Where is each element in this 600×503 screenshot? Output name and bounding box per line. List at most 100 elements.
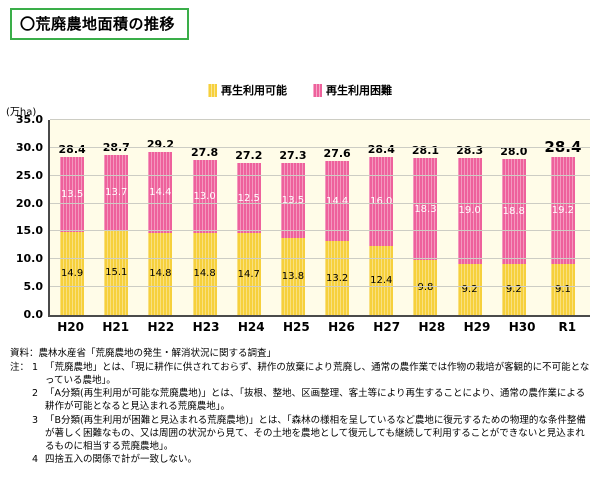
total-label: 27.3 <box>279 148 307 162</box>
segment-reusable: 9.1 <box>550 264 575 315</box>
note-number: 4 <box>32 453 39 465</box>
stacked-bar: 18.8 9.2 <box>501 159 526 315</box>
page-title: 〇荒廃農地面積の推移 <box>10 8 190 40</box>
segment-difficult: 13.5 <box>60 156 85 232</box>
note-row: 3 「B分類(再生利用が困難と見込まれる荒廃農地)」とは、「森林の様相を呈してい… <box>10 414 592 453</box>
note-text: 「B分類(再生利用が困難と見込まれる荒廃農地)」とは、「森林の様相を呈しているな… <box>45 414 586 452</box>
x-axis-label-H20: H20 <box>57 320 84 334</box>
y-axis: 35.0 30.0 25.0 20.0 15.0 10.0 5.0 0.0 <box>10 113 48 321</box>
stacked-bar: 14.4 14.8 <box>148 152 173 315</box>
legend: 再生利用可能 再生利用困難 <box>0 82 600 98</box>
gridline <box>50 230 590 232</box>
note-row: 4 四捨五入の関係で計が一致しない。 <box>10 453 592 466</box>
y-axis-tick: 15.0 <box>15 224 43 238</box>
total-label: 27.2 <box>235 149 263 163</box>
segment-difficult: 13.7 <box>104 154 129 231</box>
total-label: 28.4 <box>367 142 395 156</box>
stacked-bar: 18.3 9.8 <box>413 158 438 315</box>
stacked-bar: 19.0 9.2 <box>457 157 482 315</box>
x-axis-label-H21: H21 <box>102 320 130 334</box>
stacked-bar: 14.4 13.2 <box>325 161 350 315</box>
stacked-bar: 19.2 9.1 <box>550 157 575 315</box>
segment-reusable: 14.8 <box>148 232 173 315</box>
bar-column-H30: 28.0 18.8 9.2 <box>500 120 527 315</box>
x-axis-label-H24: H24 <box>237 320 265 334</box>
segment-reusable: 13.8 <box>280 238 305 315</box>
segment-reusable: 9.2 <box>457 263 482 315</box>
x-axis: H20 H21 H22 H23 H24 H25 H26 H27 H28 H29 H30 R1 <box>48 320 590 334</box>
legend-swatch-reusable-icon <box>208 83 217 97</box>
total-label: 28.3 <box>456 143 484 157</box>
y-axis-unit-label: (万ha) <box>6 107 37 118</box>
gridline <box>50 146 590 148</box>
segment-difficult: 14.4 <box>325 161 350 242</box>
legend-label-difficult: 再生利用困難 <box>326 84 392 97</box>
total-label: 29.2 <box>146 138 174 152</box>
segment-reusable: 13.2 <box>325 241 350 315</box>
y-axis-tick: 35.0 <box>15 113 43 126</box>
legend-item-difficult: 再生利用困難 <box>313 82 392 98</box>
stacked-bar: 13.7 15.1 <box>104 154 129 315</box>
segment-reusable: 14.9 <box>60 232 85 315</box>
y-axis-tick: 25.0 <box>15 168 43 182</box>
note-text: 「荒廃農地」とは、「現に耕作に供されておらず、耕作の放棄により荒廃し、通常の農作… <box>45 362 590 387</box>
x-axis-label-H29: H29 <box>463 320 491 334</box>
segment-reusable: 9.8 <box>413 260 438 315</box>
x-axis-label-H22: H22 <box>147 320 175 334</box>
segment-difficult: 13.0 <box>192 160 217 233</box>
y-axis-tick: 20.0 <box>15 196 43 210</box>
stacked-bar: 16.0 12.4 <box>369 156 394 315</box>
bar-column-H28: 28.1 18.3 9.8 <box>412 120 439 315</box>
stacked-bar: 13.0 14.8 <box>192 160 217 315</box>
x-axis-label-H23: H23 <box>192 320 220 334</box>
y-axis-tick: 30.0 <box>15 140 43 154</box>
segment-reusable: 9.2 <box>501 263 526 315</box>
note-row: 注： 1 「荒廃農地」とは、「現に耕作に供されておらず、耕作の放棄により荒廃し、… <box>10 361 592 387</box>
source-line: 資料：農林水産省「荒廃農地の発生・解消状況に関する調査」 <box>10 348 277 359</box>
stacked-bar: 13.5 14.9 <box>60 156 85 315</box>
gridline <box>50 286 590 288</box>
note-number: 2 <box>32 388 39 400</box>
gridline <box>50 119 590 120</box>
gridline <box>50 174 590 176</box>
segment-reusable: 12.4 <box>369 245 394 315</box>
legend-item-reusable: 再生利用可能 <box>208 82 287 98</box>
total-label: 27.8 <box>191 146 219 160</box>
note-row: 2 「A分類(再生利用が可能な荒廃農地)」とは、「抜根、整地、区画整理、客土等に… <box>10 387 592 413</box>
total-label: 27.6 <box>323 147 351 161</box>
note-text: 「A分類(再生利用が可能な荒廃農地)」とは、「抜根、整地、区画整理、客土等により… <box>45 388 586 413</box>
bar-chart: 35.0 30.0 25.0 20.0 15.0 10.0 5.0 0.0 28.4 13.5 1… <box>10 113 590 334</box>
notes-prefix: 注： <box>10 362 30 374</box>
segment-reusable: 14.8 <box>192 232 217 315</box>
segment-reusable: 14.7 <box>236 233 261 315</box>
segment-difficult: 18.8 <box>501 159 526 264</box>
x-axis-label-H30: H30 <box>508 320 536 334</box>
note-number: 1 <box>32 362 39 374</box>
x-axis-label-H28: H28 <box>418 320 446 334</box>
x-axis-label-H27: H27 <box>373 320 401 334</box>
legend-swatch-difficult-icon <box>313 83 322 97</box>
segment-difficult: 14.4 <box>148 152 173 233</box>
x-axis-label-R1: R1 <box>558 320 577 334</box>
bar-column-H20: 28.4 13.5 14.9 <box>59 120 86 315</box>
y-axis-tick: 5.0 <box>23 280 44 294</box>
segment-difficult: 16.0 <box>369 156 394 246</box>
gridline <box>50 202 590 204</box>
segment-reusable: 15.1 <box>104 230 129 315</box>
note-number: 3 <box>32 414 39 426</box>
total-label: 28.4 <box>58 142 86 156</box>
bar-column-H29: 28.3 19.0 9.2 <box>456 120 483 315</box>
total-label: 28.0 <box>500 145 528 159</box>
bar-column-H21: 28.7 13.7 15.1 <box>103 120 130 315</box>
plot-area: 28.4 13.5 14.9 28.7 13.7 15.1 29.2 14.4 14.8 27.8… <box>48 119 590 317</box>
x-axis-label-H26: H26 <box>328 320 355 334</box>
note-text: 四捨五入の関係で計が一致しない。 <box>45 453 198 465</box>
y-axis-tick: 0.0 <box>23 308 44 321</box>
y-axis-tick: 10.0 <box>15 252 43 266</box>
legend-label-reusable: 再生利用可能 <box>221 84 287 97</box>
footer-notes: 資料：農林水産省「荒廃農地の発生・解消状況に関する調査」 注： 1 「荒廃農地」… <box>10 347 592 466</box>
segment-difficult: 19.2 <box>550 157 575 265</box>
stacked-bar: 12.5 14.7 <box>236 163 261 315</box>
bar-column-H26: 27.6 14.4 13.2 <box>324 120 351 315</box>
